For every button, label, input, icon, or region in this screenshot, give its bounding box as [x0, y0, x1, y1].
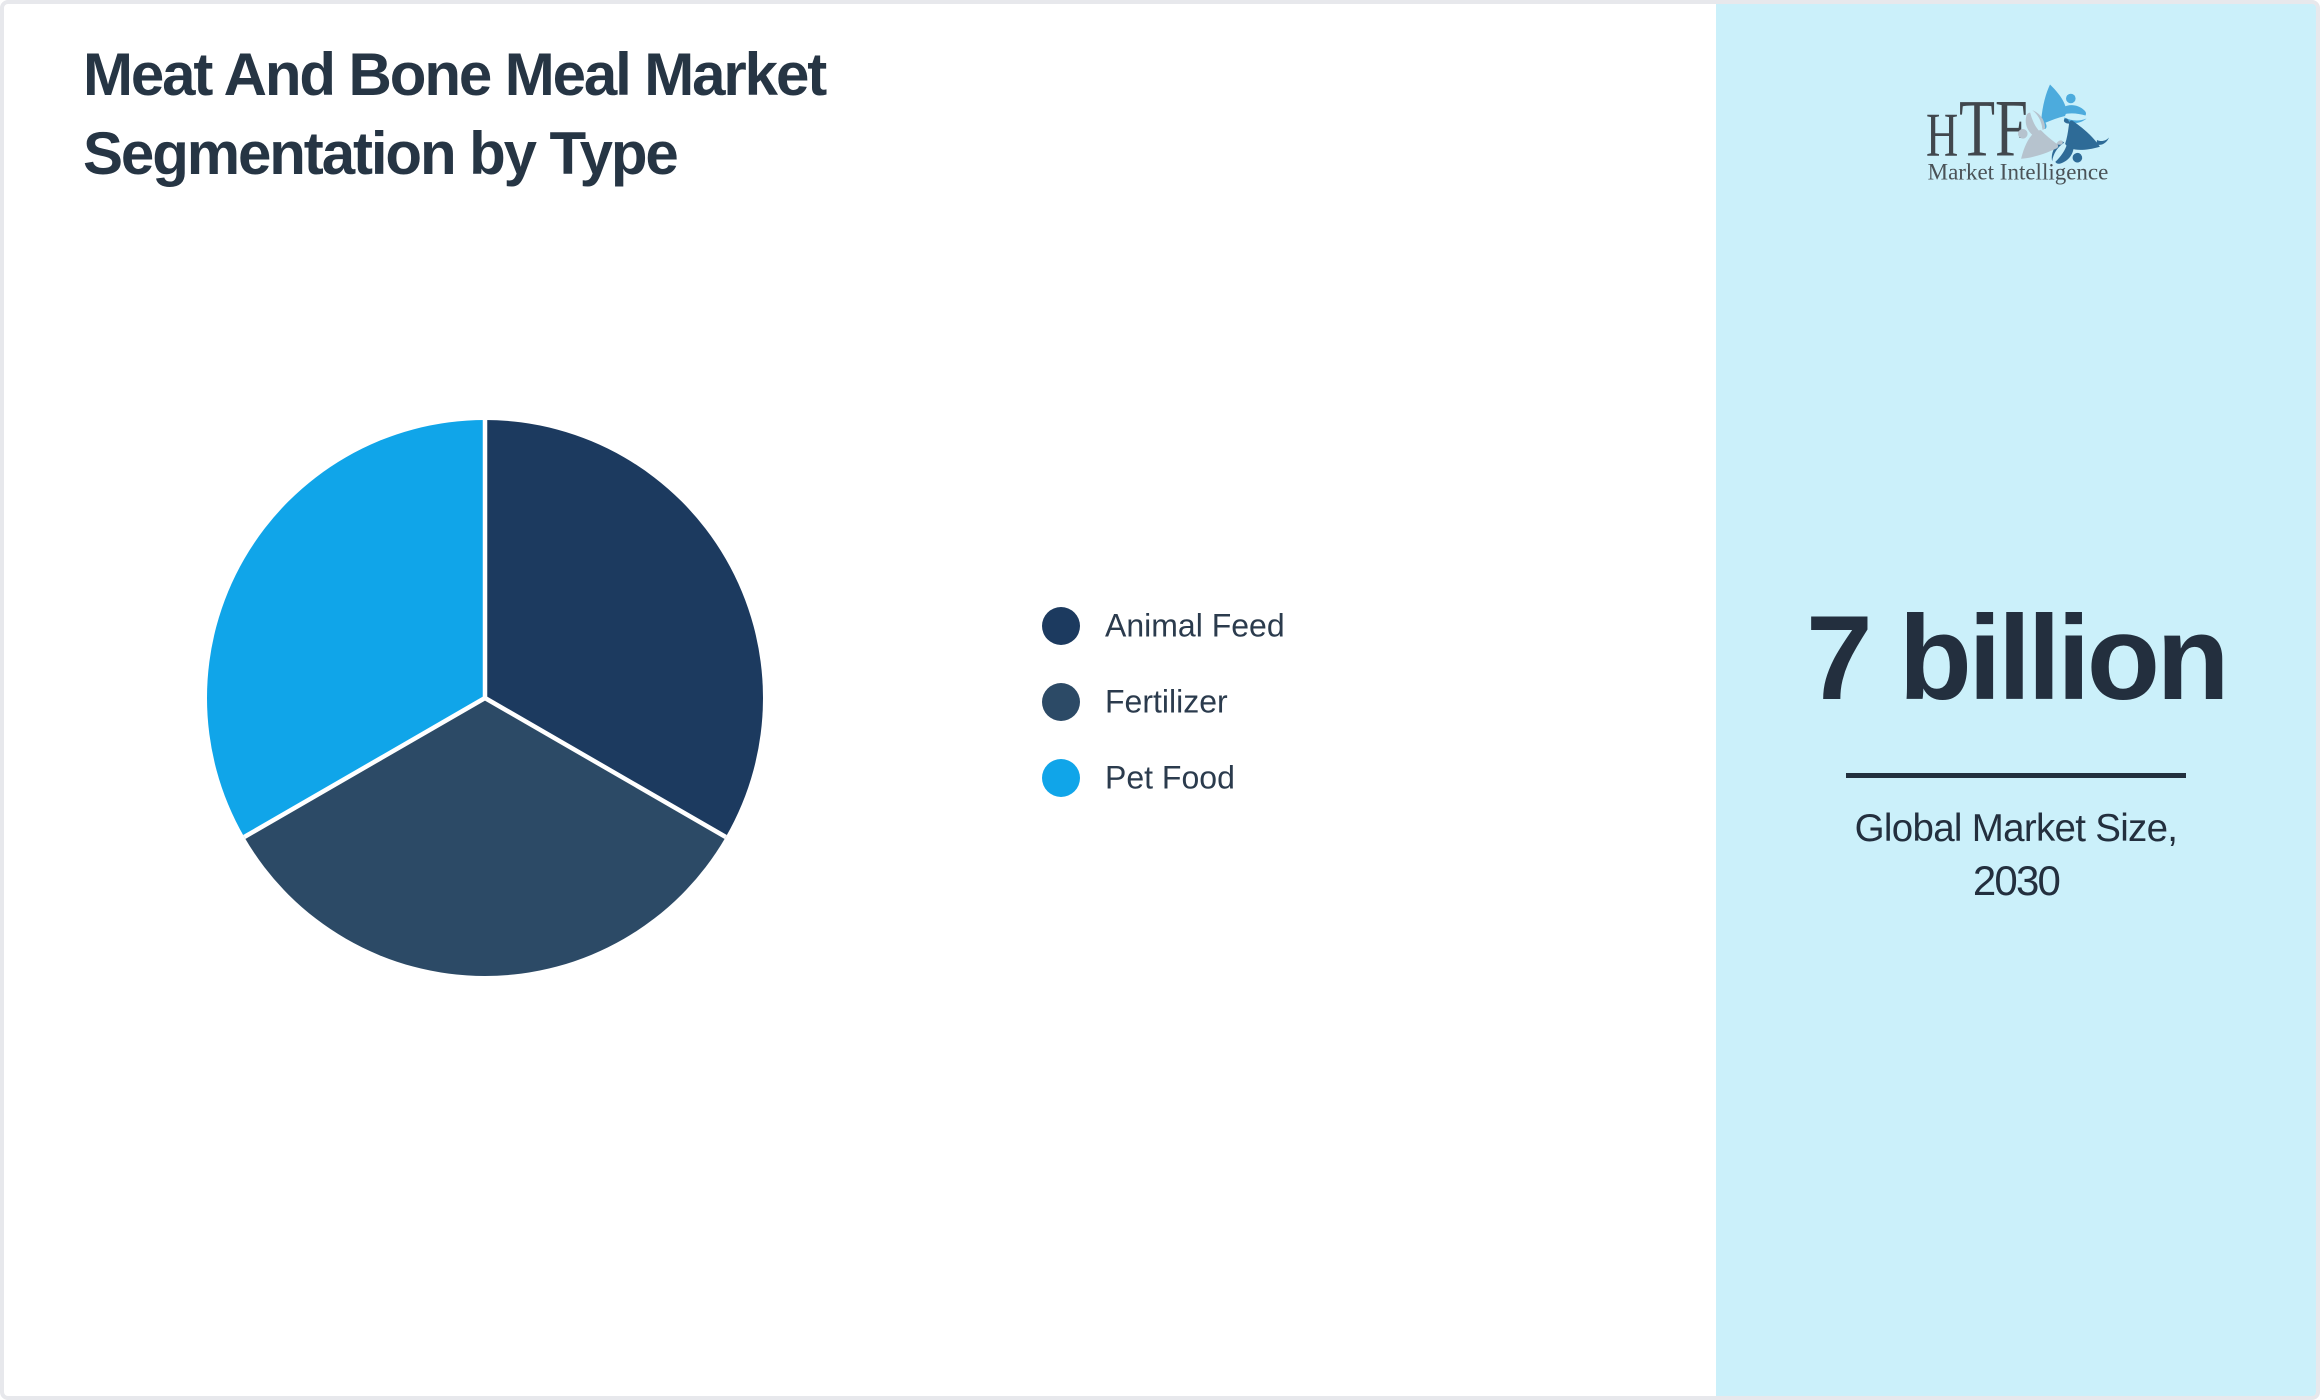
svg-text:HTF: HTF	[1926, 83, 2028, 174]
svg-text:Market Intelligence: Market Intelligence	[1928, 160, 2109, 185]
